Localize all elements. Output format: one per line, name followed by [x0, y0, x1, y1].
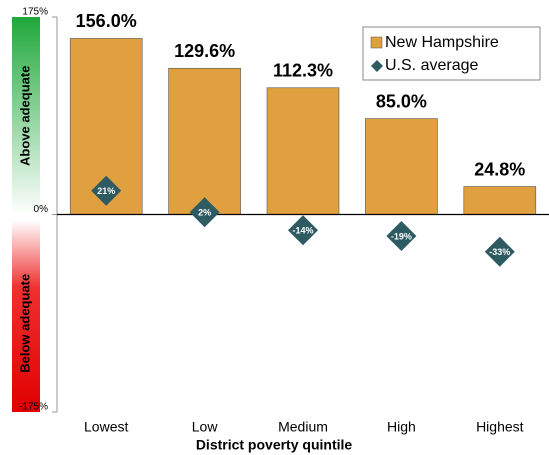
diamond-label: -33% — [489, 247, 510, 257]
bar — [266, 87, 340, 215]
legend-diamond — [371, 60, 383, 72]
diamond-label: -19% — [391, 231, 412, 241]
bar — [463, 186, 537, 215]
y-tick-label: 175% — [22, 7, 48, 18]
bar-label: 85.0% — [376, 91, 427, 111]
below-label: Below adequate — [17, 274, 32, 373]
bar-label: 129.6% — [174, 41, 235, 61]
x-tick-label: Low — [192, 419, 219, 435]
diamond — [91, 175, 122, 206]
y-tick-label: -175% — [19, 402, 48, 413]
bar-label: 112.3% — [273, 61, 333, 81]
bar-label: 156.0% — [76, 11, 137, 31]
x-tick-label: Medium — [278, 419, 328, 435]
diamond — [288, 215, 318, 246]
x-axis-label: District poverty quintile — [196, 437, 353, 453]
y-tick-label: 0% — [34, 204, 49, 215]
above-label: Above adequate — [17, 66, 32, 166]
x-tick-label: Lowest — [84, 419, 128, 435]
diamond — [189, 197, 220, 228]
bar — [365, 118, 438, 215]
above-band — [12, 17, 40, 215]
legend-box — [362, 26, 541, 81]
diamond — [484, 236, 515, 267]
bar — [168, 67, 241, 215]
diamond-label: 2% — [198, 208, 211, 218]
x-tick-label: Highest — [476, 419, 524, 435]
legend-label: U.S. average — [385, 57, 478, 74]
diamond — [386, 220, 417, 251]
diamond-label: -14% — [292, 226, 313, 236]
below-band — [12, 220, 40, 412]
legend-swatch — [370, 36, 383, 49]
legend-label: New Hampshire — [385, 34, 499, 51]
diamond-label: 21% — [97, 186, 115, 196]
bar-label: 24.8% — [474, 159, 525, 179]
x-tick-label: High — [387, 419, 416, 435]
